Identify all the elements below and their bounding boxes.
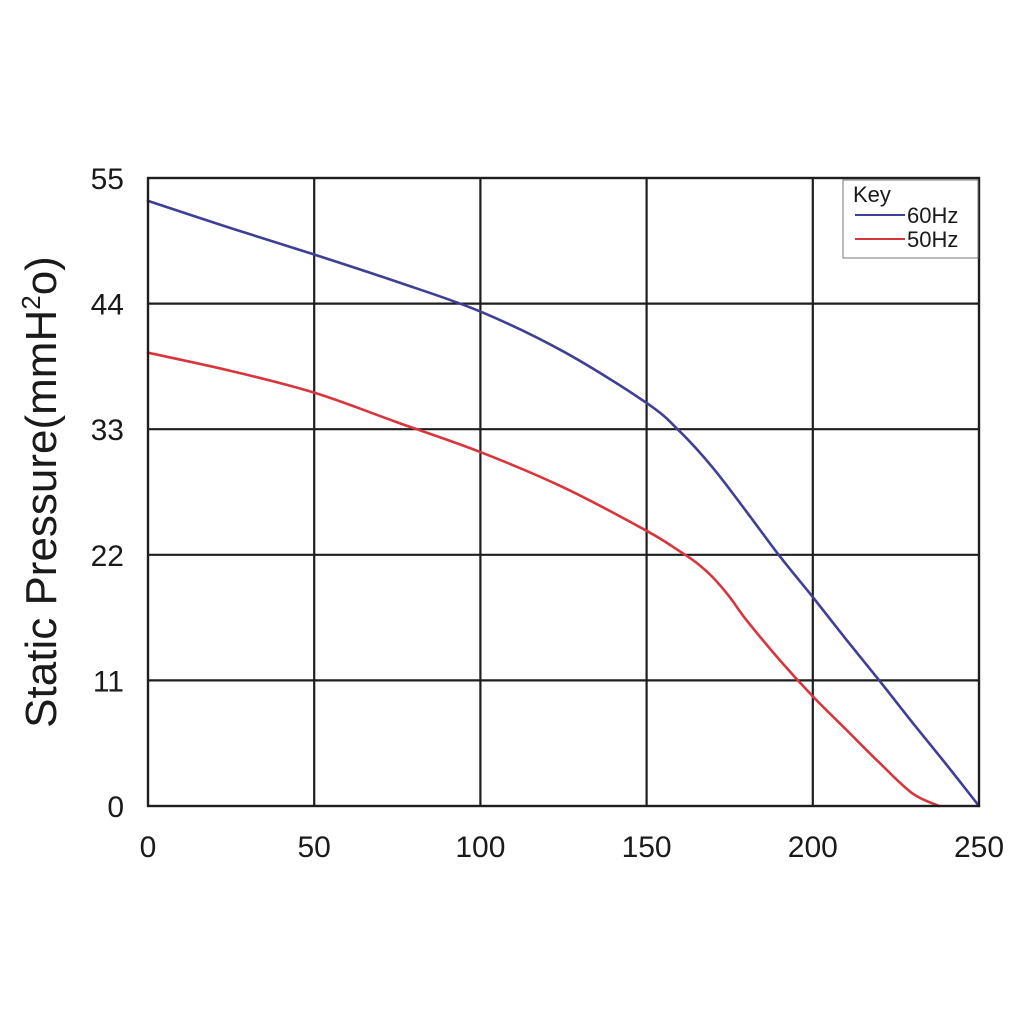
y-tick-label: 11 <box>93 665 124 698</box>
y-tick-label: 55 <box>91 163 124 196</box>
legend-label-60hz: 60Hz <box>907 203 958 228</box>
axes <box>146 176 981 808</box>
y-tick-label: 44 <box>91 289 124 322</box>
legend-label-50hz: 50Hz <box>907 227 958 252</box>
plot-area <box>148 178 979 806</box>
y-tick-label: 22 <box>91 540 124 573</box>
legend-box <box>842 179 979 259</box>
plot-background <box>148 178 979 806</box>
x-tick-label: 100 <box>455 831 505 864</box>
series-line-50hz <box>146 351 941 808</box>
y-tick-label: 33 <box>91 414 124 447</box>
x-tick-label: 250 <box>954 831 1004 864</box>
plot-frame <box>146 176 981 808</box>
series-line-60hz <box>146 199 981 808</box>
grid-lines <box>148 178 979 806</box>
series-lines <box>146 199 981 808</box>
x-tick-label: 50 <box>298 831 331 864</box>
legend-title: Key <box>853 182 891 207</box>
tick-labels: 0 50 100 150 200 250 0 11 22 33 44 55 <box>91 163 1004 864</box>
x-tick-label: 200 <box>788 831 838 864</box>
y-tick-label: 0 <box>107 791 124 824</box>
x-tick-label: 150 <box>622 831 672 864</box>
x-tick-label: 0 <box>140 831 157 864</box>
axis-titles: Static Pressure(mmH2o) <box>16 256 66 728</box>
y-axis-title: Static Pressure(mmH2o) <box>16 256 66 728</box>
